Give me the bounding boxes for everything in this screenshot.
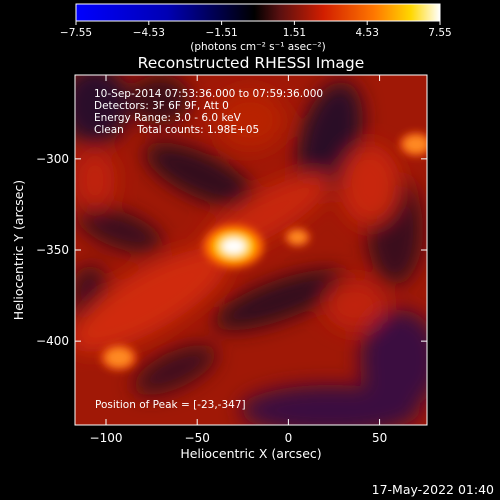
source-core: [106, 348, 132, 367]
colorbar-tick-label: 4.53: [356, 27, 379, 39]
y-axis-label: Heliocentric Y (arcsec): [11, 180, 26, 320]
colorbar-tick-label: 7.55: [428, 27, 451, 39]
colorbar-tick-label: −1.51: [206, 27, 238, 39]
peak-position-label: Position of Peak = [-23,-347]: [95, 399, 246, 411]
dark-region: [240, 385, 420, 425]
x-tick-label: 50: [372, 431, 387, 445]
chart-title: Reconstructed RHESSI Image: [138, 54, 365, 72]
footer-timestamp: 17-May-2022 01:40: [372, 482, 494, 497]
dark-region: [213, 269, 347, 331]
source-core: [404, 136, 427, 153]
y-tick-label: −300: [36, 152, 69, 166]
dark-region: [130, 75, 190, 125]
annotation-block: 10-Sep-2014 07:53:36.000 to 07:59:36.000…: [94, 88, 323, 136]
heatmap-image: [75, 75, 427, 425]
bright-ridge: [75, 248, 230, 352]
x-tick-label: −100: [90, 431, 123, 445]
annotation-line: Clean Total counts: 1.98E+05: [94, 124, 259, 136]
bright-ridge: [215, 90, 285, 150]
x-axis-label: Heliocentric X (arcsec): [180, 446, 321, 461]
colorbar-unit-label: (photons cm⁻² s⁻¹ asec⁻²): [190, 41, 325, 53]
dark-region: [144, 142, 256, 208]
x-tick-label: −50: [185, 431, 210, 445]
annotation-line: Energy Range: 3.0 - 6.0 keV: [94, 112, 242, 124]
dark-region: [77, 207, 163, 253]
bright-ridge: [75, 150, 115, 210]
annotation-line: Detectors: 3F 6F 9F, Att 0: [94, 100, 229, 112]
dark-region: [75, 75, 130, 145]
axis-ticks: −100 −50 0 50 −300 −350 −400: [36, 75, 427, 445]
y-tick-label: −400: [36, 334, 69, 348]
colorbar-tick-label: −4.53: [133, 27, 165, 39]
annotation-line: 10-Sep-2014 07:53:36.000 to 07:59:36.000: [94, 88, 323, 100]
colorbar-tick-label: −7.55: [60, 27, 92, 39]
dark-region: [133, 344, 217, 396]
dark-region: [360, 310, 427, 410]
colorbar-tick-label: 1.51: [283, 27, 306, 39]
colorbar: [75, 3, 441, 22]
source-core: [288, 231, 307, 244]
x-tick-label: 0: [285, 431, 293, 445]
bright-ridge: [340, 145, 400, 225]
colorbar-ticks: −7.55 −4.53 −1.51 1.51 4.53 7.55: [60, 21, 452, 39]
source-peak: [221, 238, 246, 255]
bright-ridge: [325, 280, 385, 330]
y-tick-label: −350: [36, 243, 69, 257]
